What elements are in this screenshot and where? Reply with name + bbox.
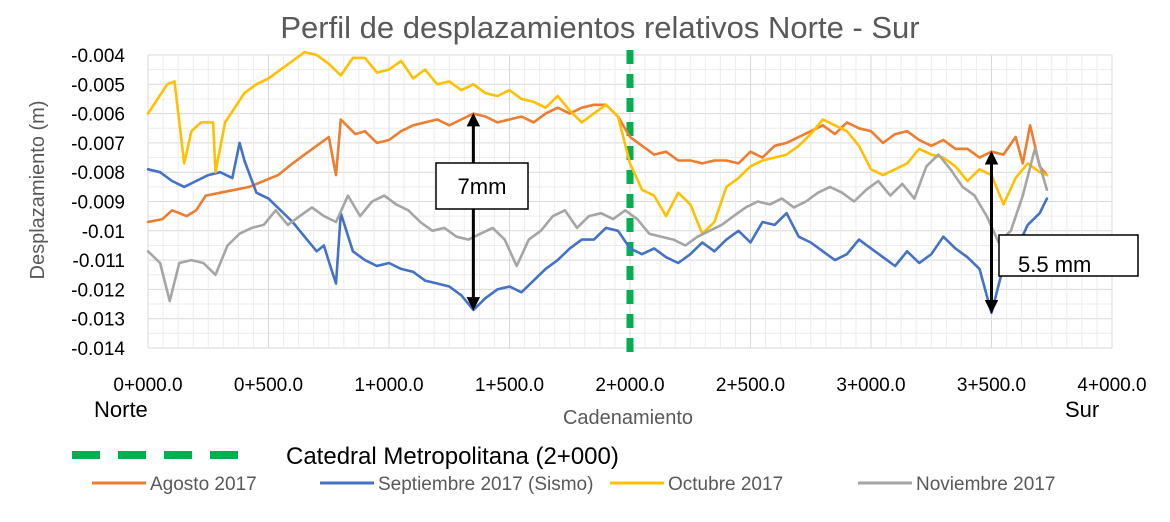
x-tick-label: 2+000.0 xyxy=(595,375,664,396)
x-tick-label: 3+000.0 xyxy=(836,375,905,396)
legend: Catedral Metropolitana (2+000) Agosto 20… xyxy=(72,443,1055,495)
y-tick-labels: -0.004 -0.005 -0.006 -0.007 -0.008 -0.009 -0.0… xyxy=(71,46,125,360)
y-tick-label: -0.008 xyxy=(71,163,125,184)
series-line-1 xyxy=(146,103,1049,224)
x-tick-label: 0+000.0 xyxy=(113,375,182,396)
x-tick-labels: 0+000.0 0+500.0 1+000.0 1+500.0 2+000.0 2+500… xyxy=(113,375,1146,396)
series-line-4 xyxy=(146,147,1049,303)
x-tick-label: 3+500.0 xyxy=(957,375,1026,396)
y-tick-label: -0.006 xyxy=(71,105,125,126)
legend-label-4: Noviembre 2017 xyxy=(916,474,1055,495)
y-tick-label: -0.005 xyxy=(71,75,125,96)
x-tick-label: 4+000.0 xyxy=(1077,375,1146,396)
legend-label-3: Octubre 2017 xyxy=(668,474,783,495)
annotation-box-1 xyxy=(435,162,529,210)
chart-title: Perfil de desplazamientos relativos Nort… xyxy=(280,10,919,45)
legend-label-1: Agosto 2017 xyxy=(150,474,257,495)
south-label: Sur xyxy=(1065,397,1099,422)
series-line-3 xyxy=(146,50,1049,235)
north-label: Norte xyxy=(94,397,148,422)
x-axis-label: Cadenamiento xyxy=(563,407,693,429)
x-tick-label: 0+500.0 xyxy=(234,375,303,396)
series-group xyxy=(146,50,1049,315)
y-tick-label: -0.012 xyxy=(71,280,125,301)
x-tick-label: 1+000.0 xyxy=(354,375,423,396)
legend-label-2: Septiembre 2017 (Sismo) xyxy=(378,474,593,495)
y-axis-label: Desplazamiento (m) xyxy=(27,101,49,280)
annotations: 7mm 5.5 mm xyxy=(435,112,1139,314)
annotation-label-2: 5.5 mm xyxy=(1018,252,1091,277)
y-tick-label: -0.004 xyxy=(71,46,125,67)
y-tick-label: -0.011 xyxy=(73,251,125,272)
y-tick-label: -0.014 xyxy=(71,339,125,360)
legend-reference-label: Catedral Metropolitana (2+000) xyxy=(286,443,619,470)
annotation-label-1: 7mm xyxy=(458,174,507,199)
x-tick-label: 1+500.0 xyxy=(475,375,544,396)
series-line-2 xyxy=(146,141,1049,315)
annotation-box-2 xyxy=(998,234,1139,277)
x-tick-label: 2+500.0 xyxy=(716,375,785,396)
y-tick-label: -0.007 xyxy=(71,134,125,155)
y-tick-label: -0.013 xyxy=(71,310,125,331)
y-tick-label: -0.01 xyxy=(82,222,125,243)
y-tick-label: -0.009 xyxy=(71,193,125,214)
